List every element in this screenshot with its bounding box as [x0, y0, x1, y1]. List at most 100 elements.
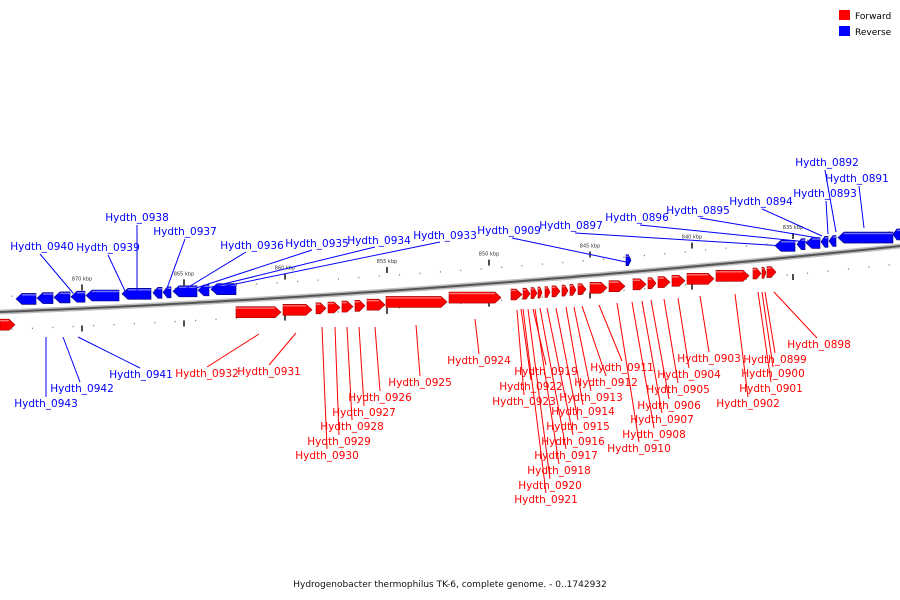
- forward-gene-label: Hydth_0901: [739, 383, 803, 395]
- forward-gene-label: Hydth_0915: [546, 421, 610, 433]
- forward-gene-label: Hydth_0924: [447, 355, 511, 367]
- forward-gene-arrow: [632, 278, 647, 291]
- forward-gene-arrow: [235, 306, 282, 319]
- forward-gene-label: Hydth_0923: [492, 396, 556, 408]
- forward-gene-label: Hydth_0903: [677, 353, 741, 365]
- forward-gene-arrow: [385, 296, 448, 308]
- reverse-gene-label: Hydth_0941: [109, 369, 173, 381]
- scale-label: 865 kbp: [174, 271, 194, 277]
- scale-label: 845 kbp: [580, 244, 600, 250]
- forward-gene-label: Hydth_0930: [295, 450, 359, 462]
- forward-gene-arrow: [522, 287, 531, 300]
- leader-line: [734, 293, 749, 398]
- leader-line: [555, 307, 579, 421]
- reverse-gene-arrow: [820, 236, 829, 248]
- forward-gene-arrow: [544, 286, 551, 298]
- forward-gene-arrow: [589, 281, 608, 294]
- leader-line: [858, 185, 865, 229]
- reverse-gene-arrow: [53, 291, 71, 304]
- leader-line: [527, 308, 551, 480]
- forward-gene-arrow: [366, 298, 386, 311]
- forward-gene-arrow: [530, 287, 538, 299]
- leader-line: [210, 241, 441, 290]
- leader-line: [573, 306, 592, 392]
- forward-gene-label: Hydth_0914: [551, 406, 615, 418]
- forward-gene-label: Hydth_0926: [348, 392, 412, 404]
- reverse-gene-label: Hydth_0937: [153, 226, 217, 238]
- reverse-gene-label: Hydth_0893: [793, 188, 857, 200]
- leader-line: [699, 217, 819, 239]
- reverse-gene-arrow: [837, 231, 894, 244]
- reverse-gene-arrow: [15, 293, 37, 305]
- leader-line: [202, 246, 376, 290]
- forward-gene-label: Hydth_0899: [743, 354, 807, 366]
- forward-gene-label: Hydth_0929: [307, 436, 371, 448]
- leader-line: [532, 308, 547, 366]
- reverse-gene-label: Hydth_0896: [605, 212, 669, 224]
- forward-gene-label: Hydth_0928: [320, 421, 384, 433]
- reverse-gene-label: Hydth_0891: [825, 173, 889, 185]
- leader-line: [581, 305, 607, 377]
- forward-genes: [0, 266, 777, 331]
- forward-gene-arrow: [282, 303, 313, 316]
- reverse-gene-arrow: [85, 289, 120, 302]
- reverse-gene-label: Hydth_0938: [105, 212, 169, 224]
- reverse-gene-label: Hydth_0935: [285, 238, 349, 250]
- reverse-gene-label: Hydth_0939: [76, 242, 140, 254]
- forward-gene-labels: Hydth_0898 Hydth_0899 Hydth_0900 Hydth_0901…: [175, 291, 851, 506]
- leader-line: [522, 308, 547, 494]
- forward-gene-label: Hydth_0908: [622, 429, 686, 441]
- scale-label: 835 kbp: [783, 225, 803, 231]
- forward-gene-label: Hydth_0917: [534, 450, 598, 462]
- forward-gene-label: Hydth_0918: [527, 465, 591, 477]
- reverse-gene-arrow: [210, 283, 237, 296]
- leader-line: [189, 249, 313, 291]
- forward-gene-arrow: [715, 269, 750, 282]
- legend-reverse-label: Reverse: [855, 28, 892, 38]
- leader-line: [598, 304, 623, 362]
- reverse-gene-arrow: [152, 286, 163, 299]
- leader-line: [773, 291, 818, 339]
- forward-gene-label: Hydth_0900: [741, 368, 805, 380]
- leader-line: [358, 326, 365, 407]
- reverse-gene-arrow: [70, 290, 86, 303]
- forward-gene-label: Hydth_0920: [518, 480, 582, 492]
- leader-line: [539, 307, 567, 450]
- leader-line: [761, 208, 823, 237]
- forward-gene-label: Hydth_0906: [637, 400, 701, 412]
- forward-gene-arrow: [0, 318, 16, 331]
- leader-line: [824, 169, 837, 233]
- forward-gene-label: Hydth_0921: [514, 494, 578, 506]
- leader-line: [346, 326, 353, 421]
- reverse-gene-arrow: [121, 287, 152, 300]
- forward-gene-label: Hydth_0913: [559, 392, 623, 404]
- reverse-gene-label: Hydth_0909: [477, 225, 541, 237]
- forward-gene-label: Hydth_0912: [574, 377, 638, 389]
- reverse-gene-arrow: [36, 292, 54, 304]
- forward-gene-arrow: [766, 266, 777, 278]
- forward-gene-label: Hydth_0916: [541, 436, 605, 448]
- leader-line: [677, 297, 690, 369]
- leader-line: [663, 298, 679, 384]
- forward-gene-label: Hydth_0932: [175, 368, 239, 380]
- reverse-gene-label: Hydth_0940: [10, 241, 74, 253]
- legend: Forward Reverse: [839, 10, 892, 38]
- forward-gene-arrow: [761, 266, 767, 279]
- reverse-genes: [15, 228, 900, 305]
- reverse-gene-arrow: [172, 285, 198, 298]
- forward-gene-arrow: [657, 276, 671, 288]
- leader-line: [574, 232, 786, 247]
- scale-label: 855 kbp: [377, 259, 397, 265]
- leader-line: [374, 326, 381, 392]
- leader-line: [546, 307, 574, 436]
- leader-line: [520, 308, 532, 381]
- reverse-gene-label: Hydth_0936: [220, 240, 284, 252]
- leader-line: [334, 326, 340, 436]
- backbone-line: [0, 245, 900, 313]
- leader-line: [77, 336, 141, 369]
- forward-gene-arrow: [647, 277, 657, 290]
- reverse-gene-labels: Hydth_0891 Hydth_0892 Hydth_0893Hydth_0894…: [10, 157, 889, 410]
- forward-gene-label: Hydth_0905: [646, 384, 710, 396]
- genome-backbone: [0, 243, 900, 315]
